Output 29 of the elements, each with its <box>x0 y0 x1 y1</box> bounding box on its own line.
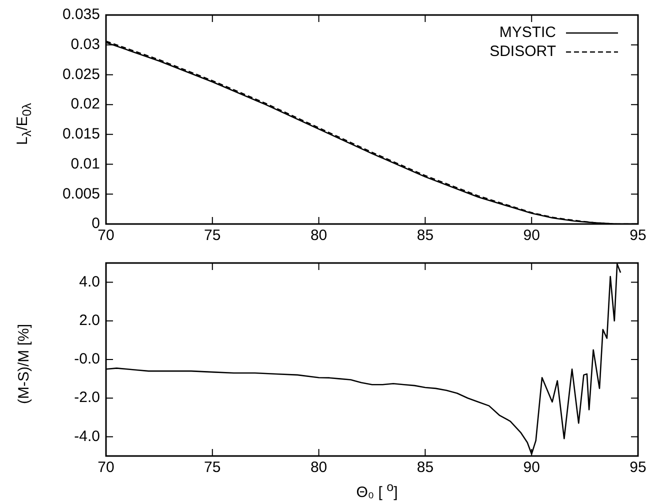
x-tick-label: 70 <box>98 459 114 476</box>
x-axis-title: Θ₀ [ $^{o}$] <box>356 480 398 501</box>
x-tick-label: 85 <box>416 459 434 476</box>
y-tick-label: -0.0 <box>74 350 100 368</box>
x-tick-label: 85 <box>416 227 434 244</box>
x-tick-label: 90 <box>523 459 540 476</box>
x-tick-label: 90 <box>523 227 540 244</box>
x-tick-label: 80 <box>310 459 328 476</box>
y-tick-label: 0 <box>92 215 100 232</box>
legend-label: MYSTIC <box>499 24 556 42</box>
x-tick-label: 95 <box>630 227 646 244</box>
y-tick-label: 0.005 <box>62 185 100 202</box>
x-tick-label: 75 <box>204 227 221 244</box>
y-tick-label: 0.015 <box>62 126 100 143</box>
y-tick-label: -4.0 <box>74 428 100 445</box>
x-tick-label: 95 <box>630 459 646 476</box>
y-tick-label: 2.0 <box>79 312 100 330</box>
legend-label: SDISORT <box>490 43 556 60</box>
x-tick-label: 70 <box>98 227 114 244</box>
y-tick-label: -2.0 <box>74 389 100 406</box>
y-tick-label: 0.03 <box>70 36 100 53</box>
y-tick-label: 0.01 <box>70 155 100 172</box>
y-tick-label: 0.02 <box>70 96 100 113</box>
x-tick-label: 80 <box>310 227 328 244</box>
y-tick-label: 0.035 <box>62 6 100 24</box>
y-axis-title: (M-S)/M [%] <box>16 324 32 404</box>
y-tick-label: 0.025 <box>62 66 100 83</box>
x-tick-label: 75 <box>204 459 221 476</box>
y-tick-label: 4.0 <box>79 273 100 290</box>
